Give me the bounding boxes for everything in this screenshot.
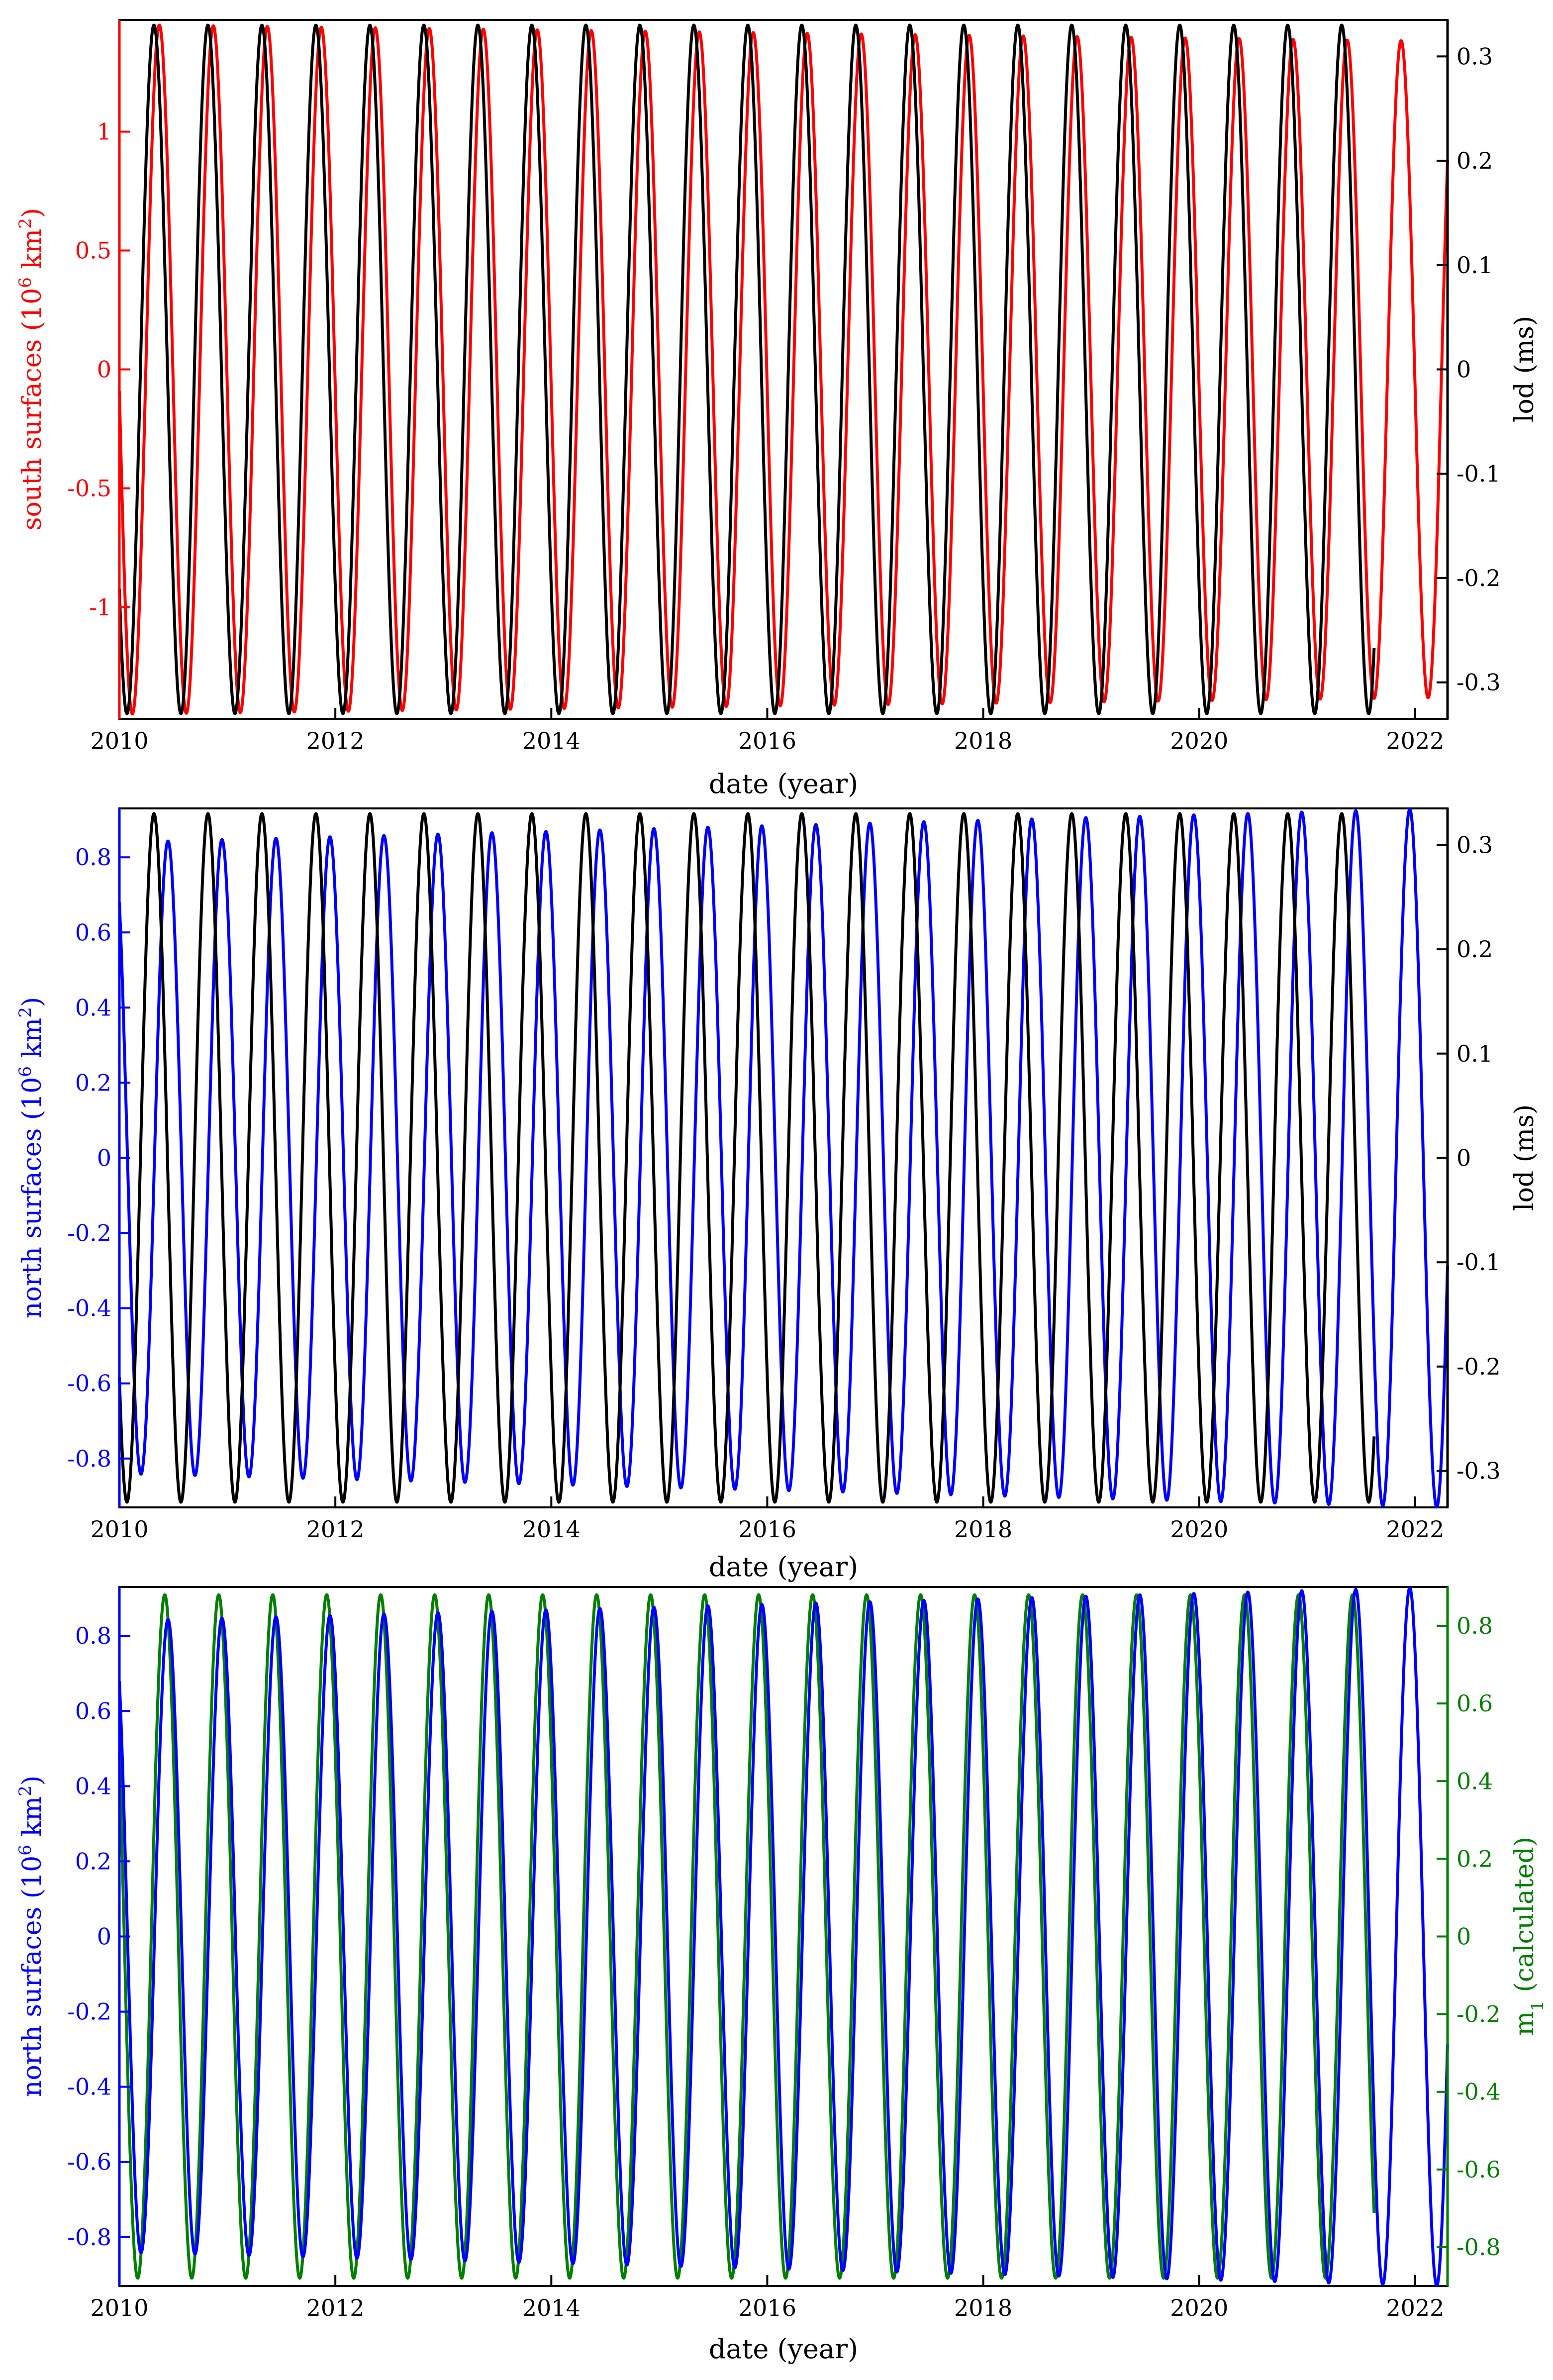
x-tick-label: 2010 (90, 1516, 148, 1543)
x-tick-label: 2020 (1170, 2294, 1228, 2321)
x-tick-label: 2018 (954, 727, 1012, 754)
left-tick-label: -0.2 (67, 1220, 111, 1247)
x-axis-title-top: date (year) (709, 768, 858, 799)
panel-middle: -0.8-0.6-0.4-0.200.20.40.60.8 -0.3-0.2-0… (15, 807, 1540, 1583)
right-tick-label: -0.3 (1456, 669, 1501, 696)
right-tick-label: 0.2 (1456, 147, 1493, 174)
left-tick-label: 0.4 (75, 994, 111, 1021)
x-tick-label: 2022 (1386, 727, 1444, 754)
left-tick-label: 0.5 (75, 237, 111, 264)
left-tick-label: 0 (97, 1923, 111, 1950)
right-tick-label: 0.3 (1456, 831, 1493, 858)
x-tick-label: 2020 (1170, 727, 1228, 754)
panel-bottom: -0.8-0.6-0.4-0.200.20.40.60.8 -0.8-0.6-0… (15, 1586, 1548, 2365)
left-tick-label: -1 (89, 594, 111, 620)
series-line-bottom-left (118, 1587, 1449, 2287)
series-group-middle (118, 808, 1449, 1509)
series-line-top-right (118, 23, 1376, 715)
x-tick-label: 2012 (306, 2294, 365, 2321)
left-tick-label: -0.8 (67, 2224, 111, 2251)
left-tick-label: 0 (97, 356, 111, 383)
left-tick-label: 0.8 (75, 844, 111, 871)
left-axis-title-bottom: north surfaces (106 km2) (15, 1776, 47, 2097)
x-tick-label: 2010 (90, 2294, 148, 2321)
right-tick-label: 0.8 (1456, 1612, 1493, 1639)
right-tick-label: -0.6 (1456, 2156, 1501, 2183)
left-ticks-bottom: -0.8 -0.6 -0.4 -0.2 0 0.2 0.4 0.6 0.8 (67, 1622, 130, 2251)
x-tick-label: 2020 (1170, 1516, 1228, 1543)
left-tick-label: 0.2 (75, 1069, 111, 1096)
x-tick-label: 2014 (522, 1516, 581, 1543)
x-axis-title-middle: date (year) (709, 1551, 858, 1583)
x-tick-label: 2016 (738, 727, 796, 754)
right-tick-label: 0.2 (1456, 936, 1493, 963)
left-tick-label: -0.4 (67, 1295, 111, 1322)
right-tick-label: 0.2 (1456, 1845, 1493, 1872)
right-tick-label: 0.6 (1456, 1690, 1493, 1717)
x-tick-label: 2012 (306, 1516, 365, 1543)
right-tick-label: 0.3 (1456, 43, 1493, 70)
left-tick-label: 1 (97, 118, 111, 145)
left-tick-label: -0.6 (67, 1370, 111, 1397)
right-tick-label: -0.3 (1456, 1458, 1501, 1485)
right-ticks-middle: -0.3 -0.2 -0.1 0 0.1 0.2 0.3 (1437, 831, 1501, 1485)
x-ticks-middle: 2010 2012 2014 2016 2018 2020 2022 (90, 1496, 1444, 1543)
x-tick-label: 2016 (738, 2294, 796, 2321)
left-tick-label: 0 (97, 1145, 111, 1172)
x-ticks-bottom: 2010 2012 2014 2016 2018 2020 2022 (90, 2275, 1444, 2321)
left-tick-label: 0.6 (75, 919, 111, 946)
series-line-middle-right (118, 812, 1376, 1504)
series-line-top-left (118, 23, 1449, 716)
panel-top: -1-0.500.51 -0.3-0.2-0.100.10.20.3 2010 2… (15, 19, 1540, 799)
x-tick-label: 2014 (522, 727, 581, 754)
left-axis-title-top: south surfaces (106 km2) (15, 208, 47, 530)
left-tick-label: -0.8 (67, 1445, 111, 1472)
right-tick-label: -0.2 (1456, 1353, 1501, 1380)
right-axis-title-top: lod (ms) (1510, 316, 1540, 422)
right-tick-label: -0.8 (1456, 2234, 1501, 2261)
right-tick-label: -0.4 (1456, 2079, 1501, 2105)
right-tick-label: -0.1 (1456, 460, 1501, 487)
x-axis-title-bottom: date (year) (709, 2333, 858, 2365)
left-axis-title-middle: north surfaces (106 km2) (15, 997, 47, 1318)
x-tick-label: 2010 (90, 727, 148, 754)
left-tick-label: -0.5 (67, 475, 111, 501)
left-tick-label: 0.2 (75, 1848, 111, 1875)
right-tick-label: -0.2 (1456, 2001, 1501, 2028)
right-ticks-bottom: -0.8 -0.6 -0.4 -0.2 0 0.2 0.4 0.6 0.8 (1437, 1612, 1501, 2261)
right-ticks-top: -0.3 -0.2 -0.1 0 0.1 0.2 0.3 (1437, 43, 1501, 696)
series-group-bottom (118, 1587, 1449, 2287)
left-tick-label: -0.2 (67, 1998, 111, 2025)
left-ticks-top: -1 -0.5 0 0.5 1 (67, 118, 130, 620)
x-tick-label: 2016 (738, 1516, 796, 1543)
left-ticks-middle: -0.8 -0.6 -0.4 -0.2 0 0.2 0.4 0.6 0.8 (67, 844, 130, 1472)
series-line-middle-left (118, 808, 1449, 1509)
left-tick-label: 0.6 (75, 1697, 111, 1724)
right-tick-label: -0.2 (1456, 565, 1501, 592)
right-axis-title-middle: lod (ms) (1510, 1104, 1540, 1211)
x-tick-label: 2018 (954, 2294, 1012, 2321)
left-tick-label: 0.8 (75, 1622, 111, 1649)
left-tick-label: -0.6 (67, 2149, 111, 2176)
left-tick-label: 0.4 (75, 1773, 111, 1799)
x-tick-label: 2022 (1386, 2294, 1444, 2321)
right-tick-label: 0.1 (1456, 252, 1493, 279)
right-tick-label: 0 (1456, 356, 1471, 383)
series-group-top (118, 23, 1449, 716)
right-tick-label: 0.4 (1456, 1768, 1493, 1794)
left-tick-label: -0.4 (67, 2074, 111, 2100)
x-ticks-top: 2010 2012 2014 2016 2018 2020 2022 (90, 708, 1444, 754)
right-tick-label: 0 (1456, 1923, 1471, 1950)
right-tick-label: 0.1 (1456, 1040, 1493, 1067)
x-tick-label: 2014 (522, 2294, 581, 2321)
x-tick-label: 2022 (1386, 1516, 1444, 1543)
right-tick-label: 0 (1456, 1145, 1471, 1172)
x-tick-label: 2012 (306, 727, 365, 754)
right-tick-label: -0.1 (1456, 1249, 1501, 1276)
x-tick-label: 2018 (954, 1516, 1012, 1543)
right-axis-title-bottom: m1 (calculated) (1510, 1837, 1548, 2036)
